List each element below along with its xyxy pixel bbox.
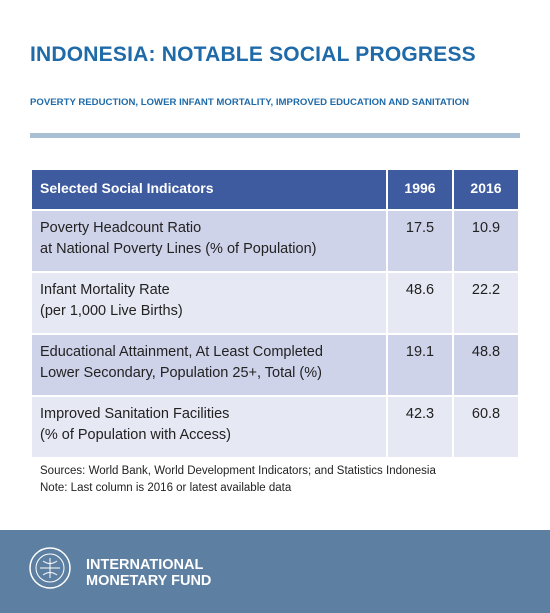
divider [30,133,520,138]
org-name: INTERNATIONAL MONETARY FUND [86,557,211,589]
value-cell: 10.9 [452,209,520,273]
title: INDONESIA: NOTABLE SOCIAL PROGRESS [30,43,476,66]
footer: INTERNATIONAL MONETARY FUND [0,530,550,613]
indicator-label: Improved Sanitation Facilities [40,406,230,422]
indicator-label: Infant Mortality Rate [40,282,170,298]
note: Sources: World Bank, World Development I… [40,465,436,477]
column-header: 1996 [386,168,454,211]
indicator-cell: Infant Mortality Rate (per 1,000 Live Bir… [30,271,388,335]
org-line: MONETARY FUND [86,573,212,589]
indicator-label: (% of Population with Access) [40,427,232,443]
table-row: Improved Sanitation Facilities (% of Popu… [30,395,520,459]
indicator-cell: Poverty Headcount Ratio at National Pover… [30,209,388,273]
value-cell: 42.3 [386,395,454,459]
subtitle: POVERTY REDUCTION, LOWER INFANT MORTALIT… [30,97,469,108]
table-row: Poverty Headcount Ratio at National Pover… [30,209,520,273]
indicator-table: Selected Social Indicators 1996 2016 Pov… [30,168,520,459]
imf-logo [29,547,71,589]
value-cell: 48.6 [386,271,454,335]
column-header: 2016 [452,168,520,211]
table-row: Educational Attainment, At Least Complet… [30,333,520,397]
indicator-label: (per 1,000 Live Births) [40,303,183,319]
value-cell: 22.2 [452,271,520,335]
note: Note: Last column is 2016 or latest avai… [40,482,292,494]
table-row: Infant Mortality Rate (per 1,000 Live Bir… [30,271,520,335]
indicator-label: at National Poverty Lines (% of Populati… [40,241,317,257]
notes: Sources: World Bank, World Development I… [40,463,436,497]
indicator-label: Lower Secondary, Population 25+, Total (… [40,365,322,381]
value-cell: 60.8 [452,395,520,459]
value-cell: 17.5 [386,209,454,273]
value-cell: 19.1 [386,333,454,397]
org-line: INTERNATIONAL [86,557,204,573]
indicator-label: Educational Attainment, At Least Complet… [40,344,323,360]
indicator-cell: Improved Sanitation Facilities (% of Popu… [30,395,388,459]
indicator-cell: Educational Attainment, At Least Complet… [30,333,388,397]
value-cell: 48.8 [452,333,520,397]
column-header: Selected Social Indicators [30,168,388,211]
indicator-label: Poverty Headcount Ratio [40,220,202,236]
